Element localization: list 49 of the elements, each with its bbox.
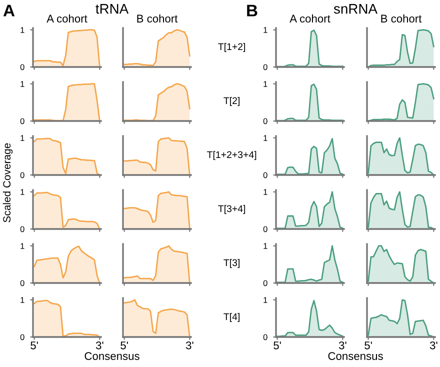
y-tick-label: 0 [263, 226, 268, 232]
text: T[1+2+3+4] [207, 150, 256, 160]
y-tick-label: 0 [263, 280, 268, 286]
chart-title: A cohort [290, 14, 330, 23]
text: T[2] [224, 96, 240, 106]
y-tick-label: 1 [264, 135, 268, 141]
text: snRNA [334, 4, 378, 14]
y-tick-label: 1 [264, 189, 268, 195]
y-tick-label: 0 [20, 64, 24, 70]
y-tick-label: 1 [20, 243, 24, 249]
text: tRNA [96, 4, 129, 14]
y-tick-label: 0 [263, 334, 268, 340]
y-tick-label: 0 [20, 280, 24, 286]
y-tick-label: 1 [264, 243, 268, 249]
text: T[3+4] [218, 204, 246, 214]
chart-title: A cohort [46, 14, 88, 23]
y-tick-label: 1 [20, 27, 24, 33]
text: A [3, 4, 15, 16]
x-tick-label: 3' [186, 341, 194, 350]
y-tick-label: 1 [264, 27, 268, 33]
y-tick-label: 0 [263, 172, 268, 178]
chart-title: B cohort [381, 14, 422, 23]
y-tick-label: 1 [20, 297, 24, 303]
text: T[4] [224, 312, 240, 322]
x-tick-label: 3' [96, 341, 104, 350]
x-tick-label: 3' [338, 341, 346, 350]
y-tick-label: 0 [20, 226, 24, 232]
x-tick-label: 5' [364, 342, 372, 350]
x-axis-title: Consensus [328, 352, 383, 360]
y-tick-label: 1 [20, 81, 24, 87]
y-axis-title: Scaled Coverage [2, 143, 13, 222]
text: B [247, 4, 258, 16]
text: T[1+2] [218, 42, 246, 52]
y-tick-label: 1 [20, 135, 24, 141]
y-tick-label: 0 [263, 64, 268, 70]
y-tick-label: 0 [20, 334, 24, 340]
y-tick-label: 0 [20, 172, 24, 178]
y-tick-label: 1 [264, 297, 268, 303]
chart-title: B cohort [137, 14, 178, 23]
y-tick-label: 0 [20, 118, 24, 124]
y-tick-label: 1 [264, 81, 268, 87]
y-tick-label: 0 [263, 118, 268, 124]
x-axis-title: Consensus [84, 352, 140, 360]
y-tick-label: 1 [20, 189, 24, 195]
x-tick-label: 5' [30, 342, 38, 350]
x-tick-label: 5' [120, 342, 128, 350]
text: T[3] [224, 258, 240, 268]
x-tick-label: 5' [274, 342, 281, 350]
x-tick-label: 3' [430, 341, 438, 350]
